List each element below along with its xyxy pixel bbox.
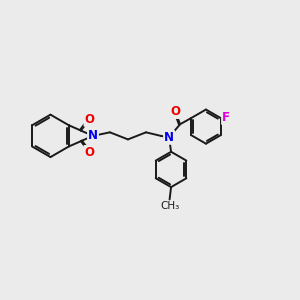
Text: O: O xyxy=(85,146,94,159)
Text: CH₃: CH₃ xyxy=(160,201,179,211)
Text: N: N xyxy=(164,131,174,144)
Text: O: O xyxy=(170,105,180,118)
Text: O: O xyxy=(85,113,94,126)
Text: N: N xyxy=(88,129,98,142)
Text: F: F xyxy=(222,111,230,124)
